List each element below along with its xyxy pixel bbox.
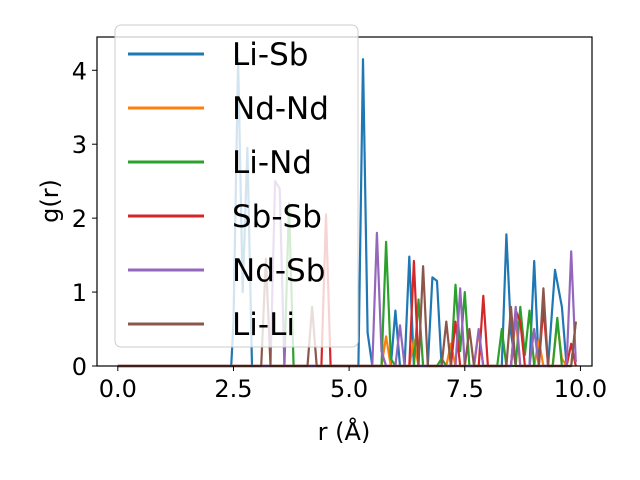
x-tick-label: 7.5 — [446, 375, 484, 403]
legend-label: Li-Nd — [232, 145, 312, 181]
y-tick-label: 2 — [72, 205, 87, 233]
x-tick-label: 5.0 — [330, 375, 368, 403]
y-axis-label: g(r) — [36, 179, 64, 223]
y-tick-label: 0 — [72, 353, 87, 381]
legend-label: Sb-Sb — [232, 199, 322, 235]
y-tick-label: 1 — [72, 279, 87, 307]
y-tick-label: 3 — [72, 131, 87, 159]
x-axis-label: r (Å) — [318, 417, 371, 446]
legend-label: Nd-Sb — [232, 253, 325, 289]
legend-label: Li-Sb — [232, 37, 308, 73]
y-tick-label: 4 — [72, 57, 87, 85]
legend: Li-Sb Nd-Nd Li-Nd Sb-Sb Nd-Sb Li-Li — [114, 24, 359, 348]
y-axis-ticks: 0 1 2 3 4 — [72, 57, 97, 381]
x-tick-label: 2.5 — [214, 375, 252, 403]
legend-label: Li-Li — [232, 307, 295, 343]
legend-box — [114, 24, 359, 348]
x-tick-label: 10.0 — [554, 375, 607, 403]
x-tick-label: 0.0 — [99, 375, 137, 403]
x-axis-ticks: 0.0 2.5 5.0 7.5 10.0 — [99, 366, 607, 403]
legend-label: Nd-Nd — [232, 91, 329, 127]
